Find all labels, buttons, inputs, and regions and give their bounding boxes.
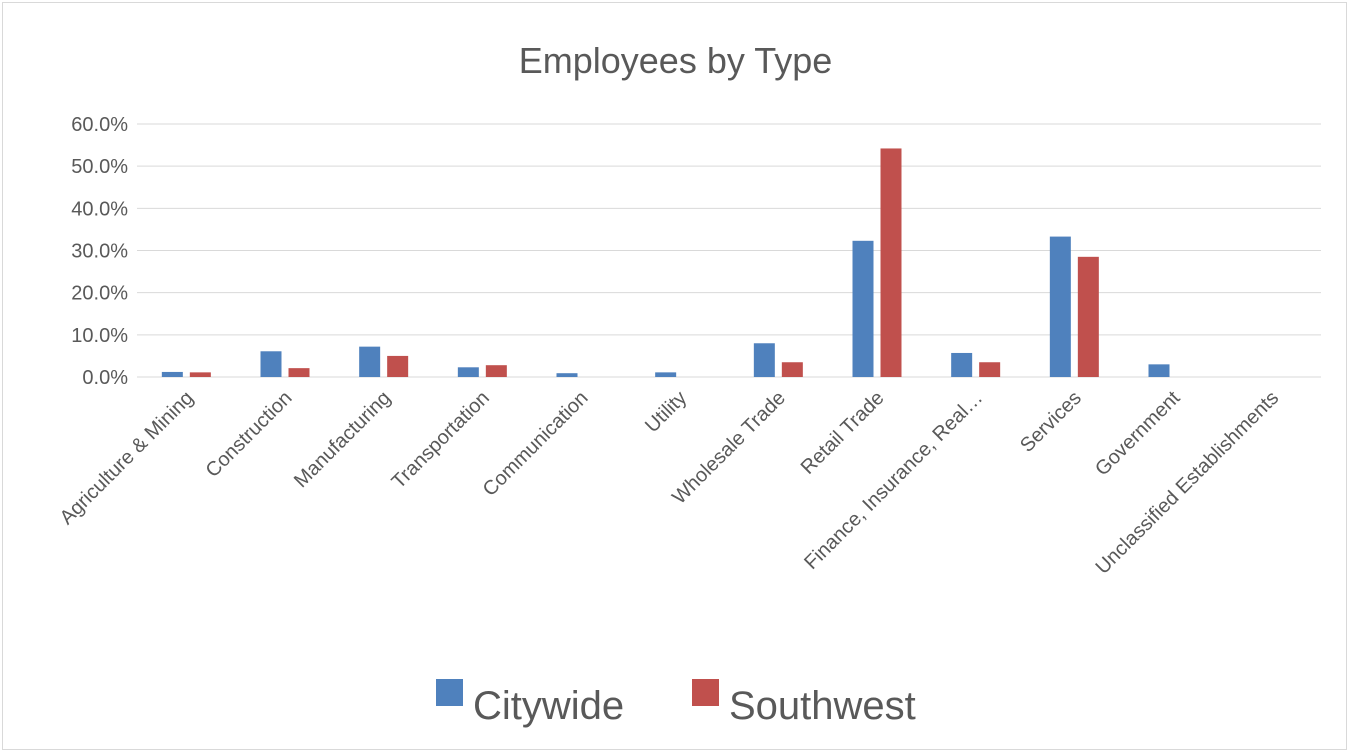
y-tick-label: 10.0% [71, 325, 128, 347]
x-tick-label: Construction [202, 387, 297, 482]
bar-southwest [189, 372, 211, 377]
bar-southwest [880, 148, 902, 377]
x-tick-label: Communication [479, 387, 593, 501]
bar-southwest [485, 365, 507, 377]
x-tick-label: Unclassified Establishments [1092, 387, 1284, 579]
x-tick-label: Agriculture & Mining [56, 387, 198, 529]
y-tick-label: 50.0% [71, 156, 128, 178]
x-tick-label: Government [1091, 387, 1185, 481]
x-tick-label: Services [1016, 387, 1086, 457]
y-tick-label: 0.0% [82, 367, 128, 389]
bar-citywide [951, 352, 973, 377]
legend-label-southwest: Southwest [729, 684, 916, 728]
bar-citywide [753, 343, 775, 377]
gridlines [137, 123, 1321, 378]
bar-citywide [556, 373, 578, 377]
y-axis-ticks: 0.0% 10.0% 20.0% 30.0% 40.0% 50.0% 60.0% [71, 114, 128, 389]
x-tick-label: Manufacturing [290, 387, 395, 492]
bar-citywide [1148, 364, 1170, 377]
bar-citywide [852, 240, 874, 377]
y-tick-label: 30.0% [71, 241, 128, 263]
y-tick-label: 40.0% [71, 198, 128, 220]
bar-citywide [457, 367, 479, 377]
x-tick-label: Utility [641, 387, 691, 437]
legend-label-citywide: Citywide [473, 684, 624, 728]
y-tick-label: 20.0% [71, 283, 128, 305]
bar-southwest [979, 362, 1001, 377]
bar-southwest [288, 368, 310, 377]
x-tick-label: Finance, Insurance, Real… [800, 387, 987, 574]
bar-citywide [655, 372, 677, 377]
x-axis-ticks: Agriculture & Mining ConstructionManufact… [56, 387, 1283, 579]
bars [161, 148, 1170, 377]
chart-title: Employees by Type [518, 40, 833, 81]
bar-southwest [1077, 256, 1099, 377]
bar-citywide [260, 351, 282, 377]
bar-citywide [359, 346, 381, 377]
bar-citywide [1049, 236, 1071, 377]
legend-swatch-southwest [692, 679, 719, 706]
legend-swatch-citywide [436, 679, 463, 706]
x-tick-label: Transportation [388, 387, 494, 493]
bar-southwest [781, 362, 803, 377]
bar-citywide [161, 371, 183, 377]
x-tick-label: Retail Trade [797, 387, 889, 479]
y-tick-label: 60.0% [71, 114, 128, 136]
bar-southwest [387, 355, 409, 377]
legend: Citywide Southwest [436, 679, 916, 728]
